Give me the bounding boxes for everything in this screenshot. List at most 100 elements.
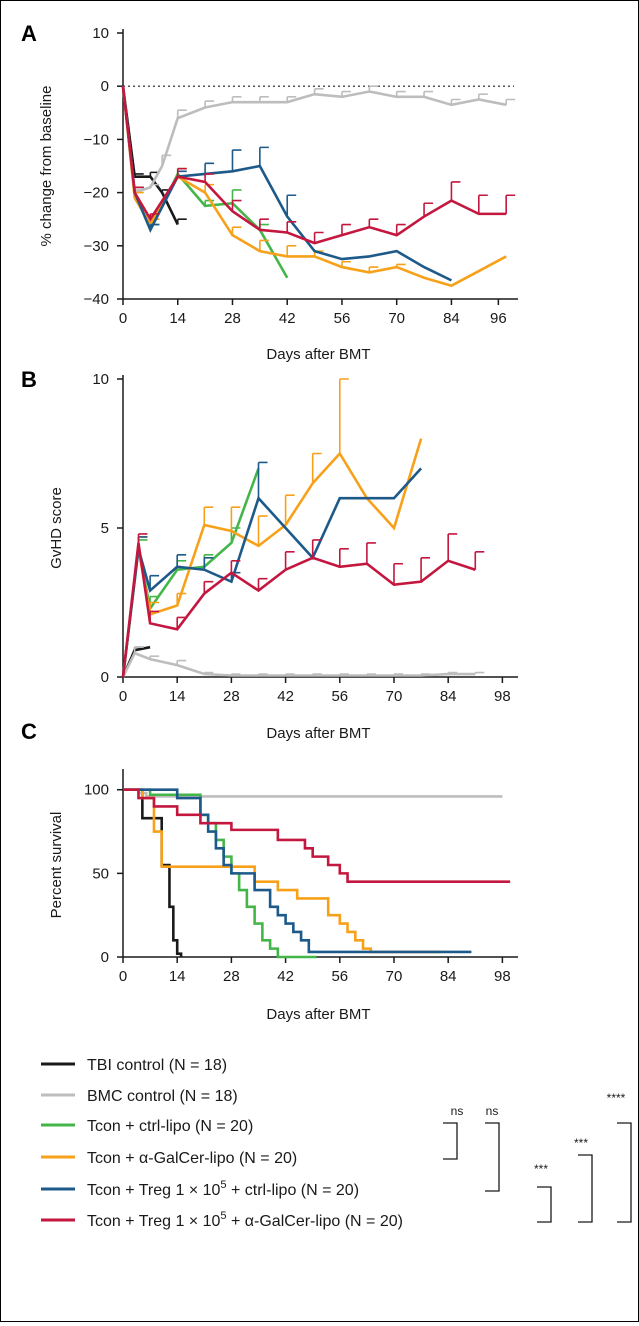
error-bar: [474, 551, 485, 570]
significance-label: ***: [534, 1162, 548, 1176]
significance-bracket: [537, 1186, 552, 1223]
error-bar: [231, 149, 242, 172]
x-tick-label: 56: [331, 688, 348, 705]
error-bar: [450, 181, 461, 201]
error-bar: [338, 548, 349, 567]
panel-letter: C: [21, 719, 37, 744]
series-line: [121, 438, 423, 678]
series-line: [123, 788, 441, 954]
error-bar: [286, 194, 297, 217]
error-bar: [366, 542, 376, 564]
error-bar: [176, 167, 187, 177]
error-bar: [257, 515, 268, 546]
legend-label: Tcon + Treg 1 × 105 + α-GalCer-lipo (N =…: [87, 1210, 403, 1230]
series-line: [123, 788, 183, 957]
legend-label-text: Tcon + Treg 1 × 10: [87, 1182, 221, 1199]
series-line: [123, 788, 511, 884]
y-tick-label: 50: [92, 865, 109, 882]
error-bar: [284, 551, 295, 570]
significance-label: ns: [451, 1104, 464, 1118]
series-line: [121, 467, 423, 678]
x-tick-label: 14: [169, 968, 186, 985]
error-bar: [203, 506, 214, 526]
y-tick-label: 5: [101, 520, 109, 537]
legend-item: TBI control (N = 18): [41, 1057, 227, 1074]
panel-b: B 10 5 00 14 28 42 56 70 84 98 Days after BMT GvHD s…: [21, 367, 518, 742]
error-bar: [338, 378, 349, 454]
x-tick-label: 98: [494, 968, 511, 985]
x-tick-label: 96: [490, 310, 507, 327]
y-tick-label: 10: [92, 371, 109, 388]
series-line: [121, 651, 476, 678]
legend-label: BMC control (N = 18): [87, 1088, 238, 1105]
y-axis-title: GvHD score: [48, 487, 65, 569]
error-bar: [311, 452, 322, 484]
significance-bracket: [485, 1122, 500, 1192]
error-bar: [478, 194, 488, 214]
x-tick-label: 28: [223, 688, 240, 705]
series-line: [121, 86, 507, 245]
significance-label: ****: [607, 1091, 626, 1105]
error-bar: [423, 202, 434, 217]
series-tcon-treg-1-x-10-5-alpha-galcer-lipo: [121, 533, 485, 678]
legend-label-superscript: 5: [220, 1210, 226, 1222]
error-bar: [395, 223, 406, 236]
error-bar: [176, 554, 187, 567]
x-tick-label: 0: [119, 688, 127, 705]
significance-bracket: [578, 1154, 593, 1223]
y-tick-label: 10: [92, 25, 109, 42]
error-bar: [137, 533, 148, 543]
x-tick-label: 42: [277, 688, 294, 705]
series-line: [121, 86, 507, 288]
error-bar: [420, 557, 431, 582]
y-tick-label: 100: [84, 782, 109, 799]
series-tcon-alpha-galcer-lipo: [123, 788, 441, 954]
significance-brackets: ns ns**********: [443, 1091, 632, 1223]
x-axis-title: Days after BMT: [266, 725, 370, 742]
legend-label-superscript: 5: [220, 1179, 226, 1191]
y-tick-label: 0: [101, 669, 109, 686]
y-axis-title: Percent survival: [48, 812, 65, 919]
series-tcon-treg-1-x-10-5-ctrl-lipo: [123, 788, 472, 954]
error-bar: [284, 494, 295, 526]
y-tick-label: 0: [101, 78, 109, 95]
x-tick-label: 56: [334, 310, 351, 327]
x-axis-title: Days after BMT: [266, 346, 370, 363]
panel-a: A 10 0 −10 −20 −30 −40 0 14 28 42 56 70 84 96 Days afte…: [21, 21, 518, 363]
legend-label: Tcon + Treg 1 × 105 + ctrl-lipo (N = 20): [87, 1179, 359, 1199]
series-tcon-ctrl-lipo: [123, 788, 317, 959]
x-tick-label: 84: [443, 310, 460, 327]
significance-bracket: [617, 1122, 632, 1223]
y-tick-label: −30: [84, 238, 109, 255]
legend-label: Tcon + α-GalCer-lipo (N = 20): [87, 1150, 297, 1167]
legend-item: Tcon + α-GalCer-lipo (N = 20): [41, 1150, 297, 1167]
series-tbi-control: [123, 788, 183, 957]
error-bar: [204, 173, 215, 182]
x-tick-label: 98: [494, 688, 511, 705]
panel-c: C 100 50 00 14 28 42 56 70 84 98 Days after BMT Perc…: [21, 719, 518, 1023]
series-tcon-treg-1-x-10-5-alpha-galcer-lipo: [123, 788, 511, 884]
x-tick-label: 0: [119, 968, 127, 985]
error-bar: [505, 194, 516, 214]
error-bar: [286, 221, 297, 233]
panel-letter: A: [21, 21, 37, 46]
error-bar: [474, 671, 485, 675]
legend: TBI control (N = 18) BMC control (N = 18)…: [41, 1057, 403, 1230]
y-axis-title: % change from baseline: [38, 86, 55, 247]
error-bar: [393, 562, 403, 585]
x-tick-label: 0: [119, 310, 127, 327]
y-tick-label: −10: [84, 131, 109, 148]
error-bar: [230, 506, 241, 531]
y-tick-label: 0: [101, 949, 109, 966]
legend-item: Tcon + Treg 1 × 105 + ctrl-lipo (N = 20): [41, 1179, 359, 1199]
error-bar: [505, 98, 516, 105]
error-bar: [203, 580, 214, 594]
x-tick-label: 70: [386, 968, 403, 985]
series-tbi-control: [121, 86, 187, 226]
series-line: [123, 788, 472, 954]
x-tick-label: 84: [440, 968, 457, 985]
error-bar: [231, 226, 242, 236]
error-bar: [286, 245, 297, 257]
